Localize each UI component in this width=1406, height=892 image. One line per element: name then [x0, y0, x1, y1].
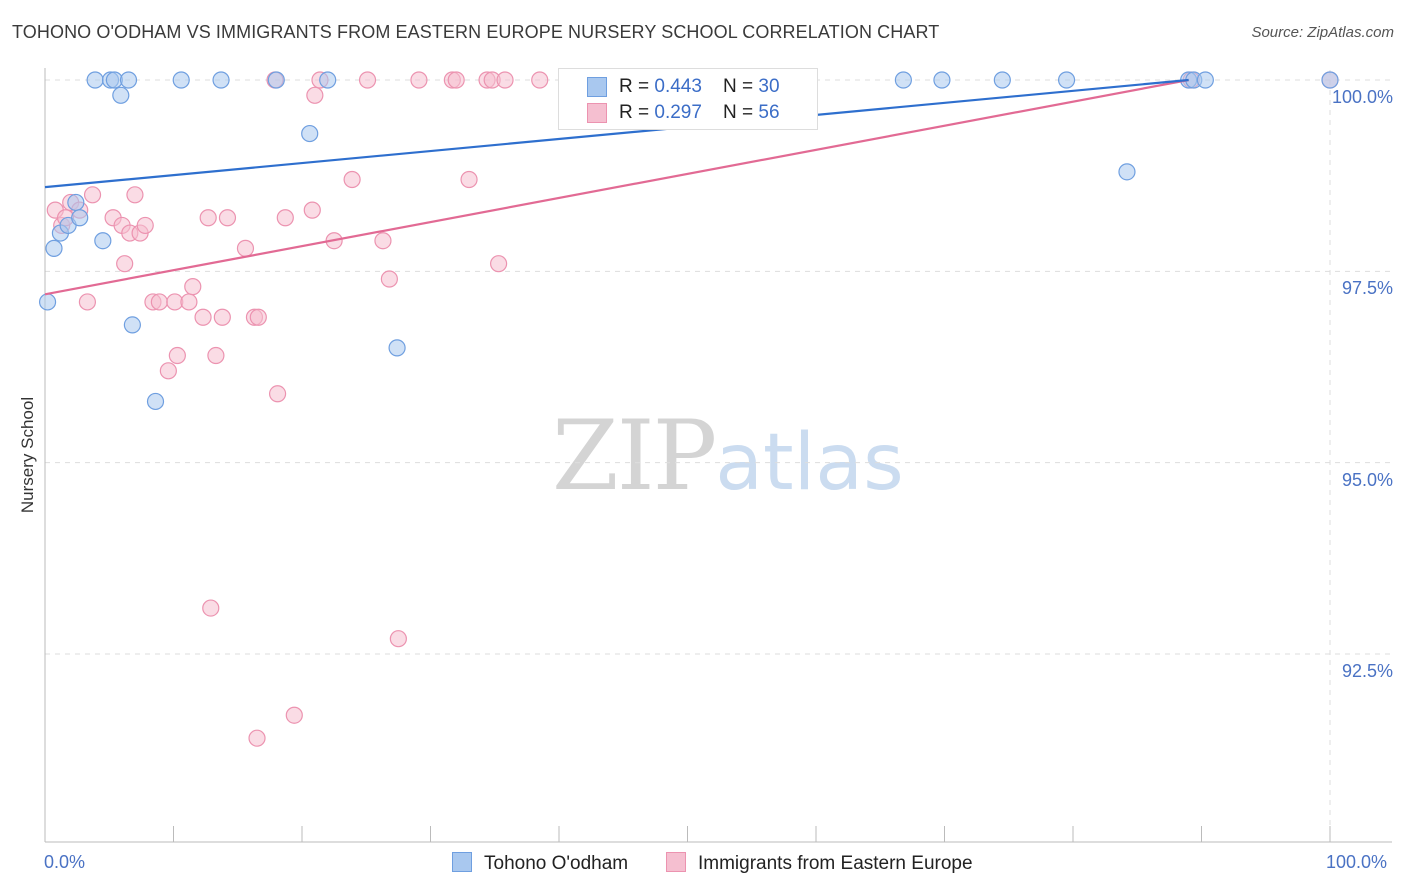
tohono-point-13 — [119, 71, 138, 89]
tohono-point-4 — [67, 193, 85, 212]
legend-text-eastern-europe: R = 0.297 N = 56 — [619, 101, 780, 125]
eastern-europe-point-11 — [126, 186, 144, 204]
watermark: ZIPatlas — [552, 400, 904, 512]
legend-swatch-pink — [587, 103, 607, 123]
eastern-europe-point-34 — [303, 201, 321, 219]
eastern-europe-point-26 — [218, 209, 237, 227]
tohono-point-8 — [146, 392, 165, 411]
bottom-legend-tohono: Tohono O'odham — [452, 852, 628, 875]
source-credit: Source: ZipAtlas.com — [1251, 24, 1394, 41]
bottom-legend-label-eastern-europe: Immigrants from Eastern Europe — [698, 853, 973, 874]
legend-n-label: N = — [723, 102, 759, 123]
eastern-europe-point-6 — [78, 293, 97, 311]
eastern-europe-point-20 — [184, 278, 202, 296]
legend-r-label: R = — [619, 102, 655, 123]
legend-n-value: 30 — [758, 76, 780, 97]
grid-lines — [45, 70, 1392, 842]
eastern-europe-point-19 — [180, 293, 198, 311]
tohono-point-17 — [319, 71, 337, 89]
eastern-europe-point-35 — [306, 86, 324, 104]
tohono-point-0 — [38, 293, 57, 311]
eastern-europe-point-17 — [168, 346, 186, 365]
x-tick-label-max: 100.0% — [1326, 852, 1388, 872]
eastern-europe-point-13 — [136, 216, 154, 235]
eastern-europe-trend-line — [44, 78, 1189, 296]
eastern-europe-point-42 — [389, 630, 407, 648]
eastern-europe-point-51 — [496, 71, 514, 89]
legend-swatch-blue — [587, 77, 607, 97]
tohono-point-22 — [933, 71, 951, 89]
legend-r-value: 0.297 — [654, 102, 702, 123]
axes — [44, 68, 1392, 843]
eastern-europe-point-25 — [213, 308, 231, 326]
bottom-legend-swatch-pink — [666, 852, 686, 872]
tohono-point-9 — [112, 86, 130, 104]
chart-title: TOHONO O'ODHAM VS IMMIGRANTS FROM EASTER… — [12, 22, 940, 42]
tohono-point-16 — [267, 71, 285, 89]
tohono-point-25 — [1118, 163, 1136, 181]
tohono-point-29 — [1321, 71, 1339, 89]
eastern-europe-point-23 — [202, 599, 220, 617]
eastern-europe-point-29 — [249, 308, 267, 326]
tohono-trend-line — [44, 78, 1189, 189]
eastern-europe-point-38 — [343, 170, 361, 189]
tohono-point-5 — [71, 209, 89, 227]
legend-text-tohono: R = 0.443 N = 30 — [619, 75, 780, 99]
tohono-point-10 — [86, 71, 104, 89]
tohono-point-15 — [212, 71, 230, 89]
eastern-europe-point-16 — [159, 362, 177, 380]
y-tick-label: 95.0% — [1341, 469, 1393, 490]
watermark-zip: ZIP — [552, 400, 717, 512]
eastern-europe-point-15 — [150, 293, 168, 311]
legend-r-value: 0.443 — [654, 76, 702, 97]
legend-n-label: N = — [723, 76, 759, 97]
x-tick-label-min: 0.0% — [44, 852, 86, 872]
eastern-europe-point-24 — [207, 346, 225, 365]
eastern-europe-point-41 — [380, 270, 398, 288]
eastern-europe-point-46 — [460, 170, 478, 189]
eastern-europe-point-49 — [490, 255, 508, 273]
eastern-europe-point-52 — [531, 71, 549, 89]
eastern-europe-point-45 — [447, 71, 465, 89]
eastern-europe-point-43 — [410, 71, 428, 89]
stats-legend: R = 0.443 N = 30 R = 0.297 N = 56 — [558, 68, 818, 130]
bottom-legend-eastern-europe: Immigrants from Eastern Europe — [666, 852, 973, 875]
tohono-point-28 — [1196, 71, 1214, 89]
eastern-europe-point-27 — [236, 239, 255, 257]
eastern-europe-point-21 — [194, 308, 212, 326]
eastern-europe-point-39 — [358, 71, 377, 89]
legend-r-label: R = — [619, 76, 655, 97]
eastern-europe-point-22 — [199, 209, 217, 227]
bottom-legend-swatch-blue — [452, 852, 472, 872]
eastern-europe-point-32 — [276, 209, 294, 227]
trend-lines — [44, 78, 1189, 296]
tohono-point-23 — [993, 71, 1011, 89]
legend-n-value: 56 — [758, 102, 780, 123]
y-tick-label: 97.5% — [1341, 278, 1393, 299]
tohono-point-24 — [1057, 71, 1076, 89]
eastern-europe-point-9 — [116, 255, 134, 273]
tohono-point-7 — [123, 316, 141, 334]
tohono-point-19 — [388, 339, 406, 357]
tohono-point-6 — [94, 232, 112, 250]
tohono-point-1 — [45, 239, 63, 257]
tohono-point-21 — [894, 71, 912, 89]
y-tick-label: 100.0% — [1331, 87, 1393, 107]
eastern-europe-point-40 — [374, 232, 392, 250]
eastern-europe-point-33 — [285, 706, 303, 724]
tohono-point-14 — [172, 71, 190, 89]
eastern-europe-point-5 — [83, 186, 102, 204]
eastern-europe-point-30 — [248, 729, 266, 747]
bottom-legend-label-tohono: Tohono O'odham — [484, 853, 629, 874]
tohono-point-18 — [301, 124, 319, 143]
eastern-europe-point-31 — [268, 385, 287, 403]
y-tick-label: 92.5% — [1341, 661, 1393, 681]
